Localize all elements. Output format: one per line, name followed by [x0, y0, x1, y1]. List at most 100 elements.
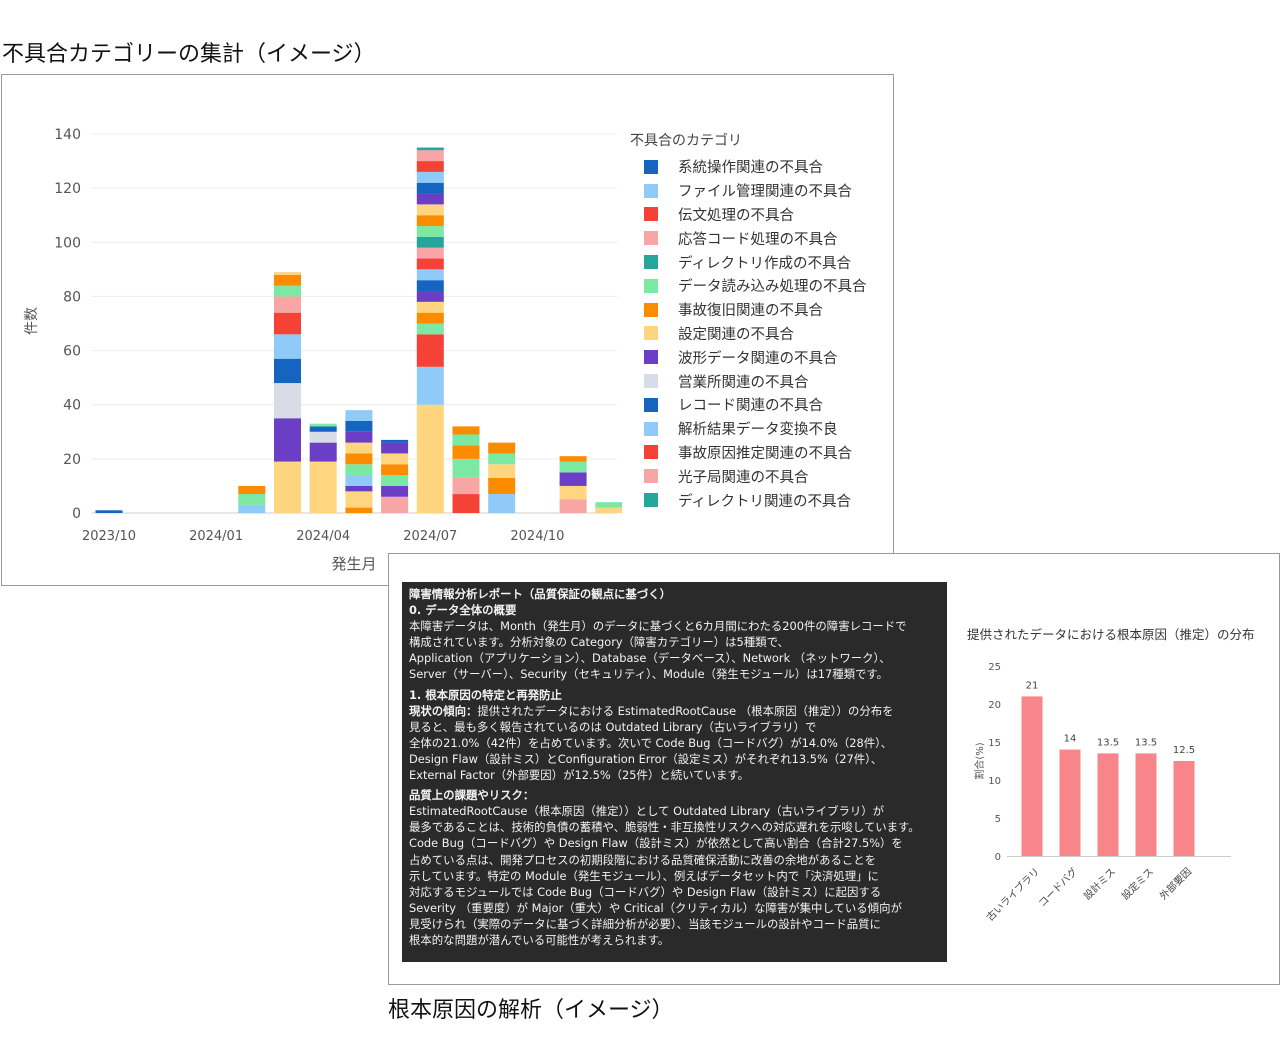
legend-label: 光子局関連の不具合 — [678, 469, 809, 486]
bar-segment — [274, 383, 301, 419]
bar-segment — [416, 215, 444, 227]
bar — [1173, 761, 1195, 856]
bar-segment — [559, 461, 587, 473]
report-section-0-heading: 0. データ全体の概要 — [409, 603, 517, 618]
bar-segment — [381, 496, 409, 513]
legend-title: 不具合のカテゴリ — [630, 133, 742, 149]
legend-label: 営業所関連の不具合 — [678, 374, 809, 391]
bar-segment — [95, 510, 123, 513]
bar-segment — [345, 507, 373, 513]
legend-swatch — [644, 326, 658, 341]
y-axis-label: 割合(%) — [973, 742, 986, 779]
bar-segment — [559, 499, 587, 513]
legend-item: 設定関連の不具合 — [644, 322, 889, 346]
bar-segment — [452, 434, 480, 446]
bar-segment — [559, 472, 587, 486]
bar-segment — [559, 456, 587, 462]
legend-swatch — [644, 159, 658, 174]
legend-item: レコード関連の不具合 — [644, 393, 889, 417]
root-cause-chart-title: 提供されたデータにおける根本原因（推定）の分布 — [967, 627, 1255, 642]
report-line: Severity （重要度）が Major（重大）や Critical（クリティ… — [409, 900, 902, 915]
bar-segment — [345, 410, 373, 421]
legend-swatch — [644, 255, 658, 270]
bar-segment — [488, 477, 516, 495]
bar-segment — [274, 461, 301, 513]
bar-segment — [559, 485, 587, 500]
bar-segment — [274, 285, 301, 297]
legend-item: 事故原因推定関連の不具合 — [644, 441, 889, 465]
report-line: 占めている点は、開発プロセスの初期段階における品質確保活動に改善の余地があること… — [409, 852, 877, 867]
root-cause-panel: 障害情報分析レポート（品質保証の観点に基づく） 0. データ全体の概要 本障害デ… — [388, 553, 1280, 985]
report-line: EstimatedRootCause（根本原因（推定））として Outdated… — [409, 804, 885, 819]
bar-segment — [452, 494, 480, 513]
y-tick-label: 0 — [995, 852, 1001, 863]
y-axis-label: 件数 — [24, 307, 40, 335]
report-title: 障害情報分析レポート（品質保証の観点に基づく） — [409, 587, 671, 601]
y-tick-label: 40 — [63, 398, 81, 414]
bar-segment — [416, 247, 444, 259]
bar-segment — [416, 193, 444, 205]
bar-segment — [274, 418, 301, 462]
report-section-1-heading: 1. 根本原因の特定と再発防止 — [409, 687, 562, 702]
legend-label: 伝文処理の不具合 — [678, 207, 794, 224]
legend-label: ディレクトリ作成の不具合 — [678, 255, 851, 272]
bar-segment — [274, 334, 301, 359]
caption-category-summary: 不具合カテゴリーの集計（イメージ） — [2, 42, 376, 67]
bar-segment — [416, 204, 444, 216]
legend-label: 応答コード処理の不具合 — [678, 231, 838, 248]
bar-segment — [274, 296, 301, 313]
report-line: External Factor（外部要因）が12.5%（25件）と続いています。 — [409, 768, 749, 783]
legend-swatch — [644, 350, 658, 365]
bar — [1097, 753, 1119, 856]
legend-item: ファイル管理関連の不具合 — [644, 179, 889, 203]
legend-swatch — [644, 302, 658, 317]
bar-segment — [416, 404, 444, 513]
legend-swatch — [644, 445, 658, 460]
bar-segment — [309, 431, 337, 443]
bar-segment — [452, 445, 480, 459]
report-line: 現状の傾向：提供されたデータにおける EstimatedRootCause （根… — [409, 703, 940, 719]
legend-swatch — [644, 207, 658, 222]
bar — [1021, 696, 1043, 856]
bar-segment — [452, 477, 480, 495]
legend-swatch — [644, 421, 658, 436]
legend-item: 応答コード処理の不具合 — [644, 226, 889, 250]
legend-swatch — [644, 278, 658, 293]
legend-label: 設定関連の不具合 — [678, 326, 794, 343]
legend-swatch — [644, 469, 658, 484]
category-chart-panel: 0 20 40 60 80 100 120 140 2023/10 2024/01 2024/04 2… — [1, 74, 894, 586]
legend-item: ディレクトリ関連の不具合 — [644, 488, 889, 511]
report-issues-heading: 品質上の課題やリスク： — [409, 788, 535, 803]
report-line: Application（アプリケーション）、Database（データベース）、N… — [409, 651, 891, 666]
report-line: 本障害データは、Month（発生月）のデータに基づくと6カ月間にわたる200件の… — [409, 619, 907, 634]
bar-segment — [416, 171, 444, 183]
report-line: 構成されています。分析対象の Category（障害カテゴリー）は5種類で、 — [409, 635, 789, 650]
bar-segment — [274, 272, 301, 275]
report-line: Server（サーバー）、Security（セキュリティ）、Module（発生モ… — [409, 667, 889, 682]
bar-segment — [416, 236, 444, 248]
bar-segment — [416, 258, 444, 270]
x-tick-label: 2024/04 — [296, 529, 350, 544]
legend-swatch — [644, 397, 658, 412]
bar-segment — [345, 464, 373, 476]
bar-segment — [309, 426, 337, 432]
bar-segment — [416, 147, 444, 151]
report-line: Design Flaw（設計ミス）とConfiguration Error（設定… — [409, 751, 883, 766]
legend-item: 光子局関連の不具合 — [644, 464, 889, 488]
bar-segment — [345, 431, 373, 443]
bar-segment — [381, 442, 409, 454]
bar-segment — [309, 442, 337, 462]
bar-segment — [452, 458, 480, 478]
x-tick-label: 設定ミス — [1119, 865, 1156, 902]
data-label: 13.5 — [1097, 737, 1119, 748]
legend-swatch — [644, 183, 658, 198]
legend-item: ディレクトリ作成の不具合 — [644, 250, 889, 274]
bar-segment — [309, 423, 337, 427]
stacked-bar-chart: 0 20 40 60 80 100 120 140 2023/10 2024/01 2024/04 2… — [24, 127, 622, 573]
bar-segment — [345, 420, 373, 432]
bar-segment — [345, 442, 373, 454]
y-tick-label: 5 — [995, 814, 1001, 825]
y-tick-label: 80 — [63, 289, 81, 305]
bar-segment — [416, 150, 444, 162]
report-line: 示しています。特定の Module（発生モジュール）、例えばデータセット内で「決… — [409, 868, 879, 883]
